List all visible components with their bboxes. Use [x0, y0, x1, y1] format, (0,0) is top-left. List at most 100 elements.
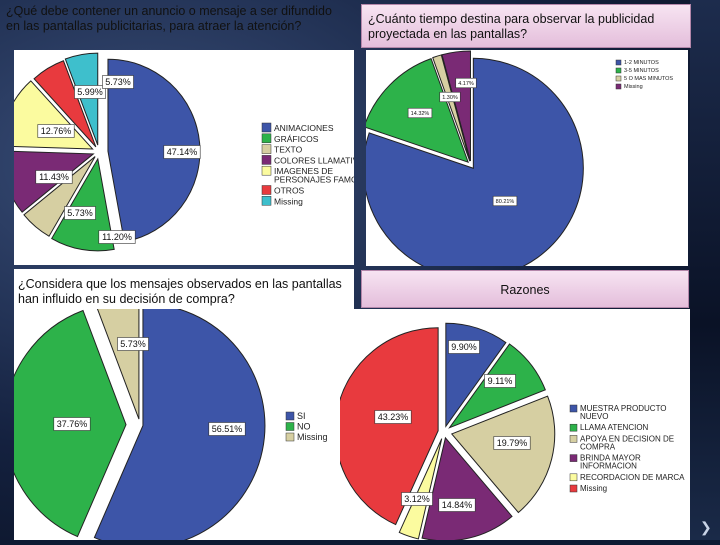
legend-swatch: [569, 454, 578, 462]
pie-slice-texto: [23, 156, 96, 237]
data-label-text: 80.21%: [496, 199, 515, 205]
data-label-animaciones: 47.14%: [163, 145, 201, 159]
legend-swatch: [615, 59, 622, 66]
q3-panel: 56.51% 37.76% 5.73% SI NO Missing: [3, 296, 354, 545]
legend-item-si: SI: [285, 411, 306, 421]
data-label-no: 37.76%: [53, 417, 91, 431]
q3-title-text: ¿Considera que los mensajes observados e…: [18, 277, 342, 306]
data-label-muestra-producto-nuevo: 9.90%: [448, 340, 480, 354]
pie-slice-animaciones: [107, 58, 201, 243]
legend-swatch: [285, 432, 295, 442]
legend-label: PERSONAJES FAMOSOS: [274, 175, 354, 185]
legend-item-3-5-minutos: 3-5 MINUTOS: [615, 67, 659, 74]
chart-tiempo: 80.21% 14.32% 1.30% 4.17% 1-2 MINUTOS 3-5 MIN…: [362, 50, 673, 279]
data-label-graficos: 11.20%: [98, 230, 136, 244]
pie-slice-brinda-mayor-informacion: [421, 436, 513, 542]
legend-label: Missing: [274, 196, 303, 206]
data-label-apoya-en-decision-de-compra: 19.79%: [493, 436, 531, 450]
legend-label: Missing: [580, 484, 607, 493]
legend-label: ANIMACIONES: [274, 123, 334, 133]
legend-item-llama-atencion: LLAMA ATENCION: [569, 423, 649, 432]
data-label-text: 3.12%: [404, 494, 430, 504]
legend-item-graficos: GRÁFICOS: [261, 133, 319, 144]
q4-title: Razones: [361, 270, 689, 308]
legend-item-colores-llamativos: COLORES LLAMATIVOS: [261, 155, 371, 165]
data-label-text: 43.23%: [378, 412, 409, 422]
pie-slice-apoya-en-decision-de-compra: [450, 395, 556, 514]
legend-swatch: [285, 411, 295, 421]
pie-slice-graficos: [51, 157, 115, 252]
data-label-text: 11.43%: [39, 172, 69, 182]
chart-contenido: 47.14%11.20%5.73%11.43%12.76%5.99%5.73%A…: [0, 52, 376, 252]
legend-swatch: [615, 83, 622, 90]
data-label-si: 56.51%: [208, 422, 246, 436]
data-label-missing: 5.73%: [117, 337, 149, 351]
data-label-colores-llamativos: 11.43%: [35, 170, 73, 184]
legend-label: MUESTRA PRODUCTO: [580, 404, 667, 413]
legend-label: NUEVO: [580, 412, 608, 421]
legend-label: 5 O MAS MINUTOS: [624, 76, 673, 82]
legend-item-no: NO: [285, 422, 311, 432]
pie-slice-missing: [64, 52, 99, 146]
q4-title-text: Razones: [500, 283, 550, 297]
legend-item-missing: Missing: [261, 196, 303, 206]
legend-label: APOYA EN DECISION DE: [580, 434, 674, 443]
legend-item-missing: Missing: [285, 432, 328, 442]
legend-label: BRINDA MAYOR: [580, 454, 641, 463]
data-label-text: 4.17%: [458, 81, 474, 87]
legend-item-1-2-minutos: 1-2 MINUTOS: [615, 59, 659, 66]
data-label-text: 5.73%: [105, 77, 131, 87]
data-label-recordacion-de-marca: 3.12%: [401, 492, 433, 506]
pie-slice-si: [93, 303, 266, 545]
legend-swatch: [261, 155, 272, 165]
data-label-1-2-minutos: 80.21%: [492, 195, 518, 207]
data-label-text: 9.90%: [451, 342, 477, 352]
legend-swatch: [569, 473, 578, 482]
legend-swatch: [261, 133, 272, 144]
data-label-imagenes-de-personajes-famosos: 12.76%: [37, 124, 75, 138]
legend-swatch: [569, 484, 578, 493]
legend-label: GRÁFICOS: [274, 134, 319, 144]
data-label-text: 19.79%: [497, 438, 528, 448]
legend-label: SI: [297, 411, 306, 421]
data-label-text: 5.99%: [77, 87, 103, 97]
legend-swatch: [261, 196, 272, 206]
legend-swatch: [569, 435, 578, 443]
legend-swatch: [261, 185, 272, 195]
data-label-text: 12.76%: [41, 126, 72, 136]
legend-label: LLAMA ATENCION: [580, 423, 649, 432]
legend-swatch: [285, 422, 295, 431]
legend-swatch: [569, 423, 578, 432]
data-label-text: 11.20%: [102, 232, 132, 242]
legend-item-5-o-mas-minutos: 5 O MAS MINUTOS: [615, 75, 673, 82]
legend-label: RECORDACION DE MARCA: [580, 473, 685, 482]
pie-slice-1-2-minutos: [362, 57, 584, 279]
legend-swatch: [569, 404, 578, 413]
data-label-text: 56.51%: [212, 424, 243, 434]
legend-swatch: [261, 122, 272, 133]
legend-swatch: [615, 75, 622, 82]
q1-panel: 47.14% 11.20% 5.73% 11.43% 12.76% 5.99% 5.73% A…: [0, 50, 376, 265]
data-label-text: 14.84%: [442, 500, 473, 510]
pie-slice-otros: [33, 60, 97, 148]
data-label-missing: 43.23%: [374, 410, 412, 424]
legend-label: NO: [297, 422, 311, 432]
pie-slice-5-o-mas-minutos: [432, 54, 471, 162]
legend-label: Missing: [624, 84, 643, 90]
legend-label: COLORES LLAMATIVOS: [274, 155, 354, 165]
legend-label: INFORMACION: [580, 462, 637, 471]
q2-title-text: ¿Cuánto tiempo destina para observar la …: [368, 12, 655, 41]
data-label-text: 9.11%: [488, 376, 513, 386]
legend-swatch: [261, 144, 272, 154]
next-slide-chevron-icon[interactable]: ❯: [700, 519, 712, 535]
q1-title-text: ¿Qué debe contener un anuncio o mensaje …: [6, 4, 332, 33]
background-right-strip: [690, 0, 720, 540]
data-label-text: 14.32%: [411, 111, 430, 117]
data-label-brinda-mayor-informacion: 14.84%: [438, 498, 476, 512]
data-label-text: 5.73%: [67, 208, 93, 218]
legend-item-missing: Missing: [569, 484, 607, 493]
